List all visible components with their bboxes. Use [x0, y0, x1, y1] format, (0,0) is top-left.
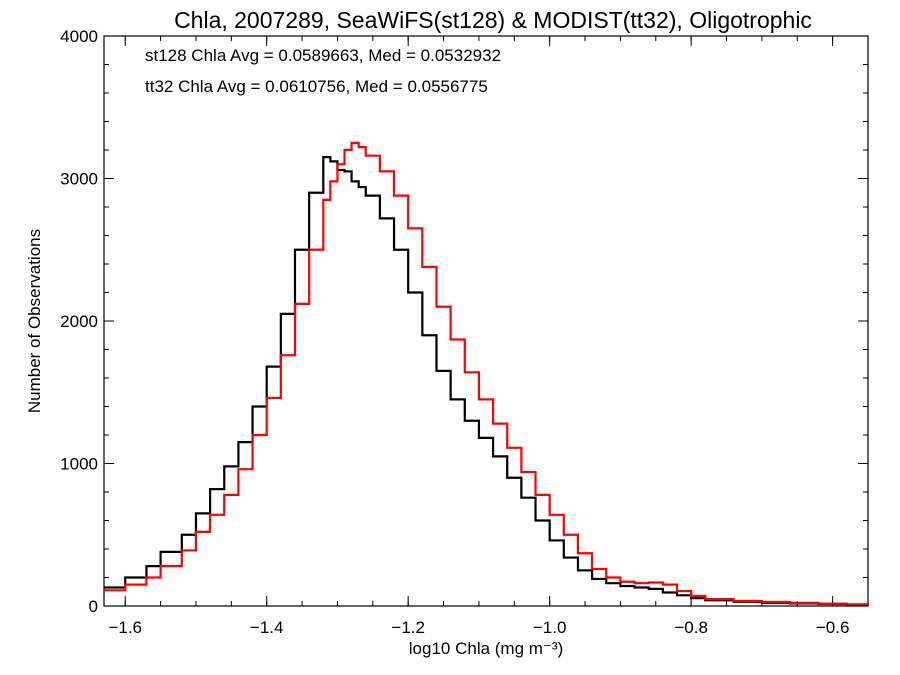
x-tick-label: −1.2 — [391, 618, 425, 637]
series-group — [104, 141, 870, 606]
y-tick-label: 1000 — [60, 455, 98, 474]
chart-title: Chla, 2007289, SeaWiFS(st128) & MODIST(t… — [174, 7, 812, 33]
x-tick-label: −1.4 — [250, 618, 284, 637]
histogram-series-0 — [104, 156, 870, 606]
y-tick-label: 2000 — [60, 312, 98, 331]
annotation-tt32-stats: tt32 Chla Avg = 0.0610756, Med = 0.05567… — [145, 77, 488, 96]
y-tick-label: 4000 — [60, 27, 98, 46]
x-tick-label: −0.6 — [816, 618, 850, 637]
annotation-st128-stats: st128 Chla Avg = 0.0589663, Med = 0.0532… — [145, 46, 501, 65]
x-tick-label: −1.0 — [533, 618, 567, 637]
x-tick-label: −1.6 — [108, 618, 142, 637]
plot-frame — [103, 35, 869, 607]
x-axis-label: log10 Chla (mg m⁻³) — [409, 639, 563, 658]
y-tick-label: 3000 — [60, 170, 98, 189]
histogram-series-1 — [104, 141, 870, 606]
y-tick-label: 0 — [89, 597, 98, 616]
x-tick-label: −0.8 — [674, 618, 708, 637]
y-axis-label: Number of Observations — [25, 229, 44, 413]
axis-ticks: −1.6 −1.4 −1.2 −1.0 −0.8 −0.6 0 1000 2000 3000 400… — [60, 27, 868, 637]
